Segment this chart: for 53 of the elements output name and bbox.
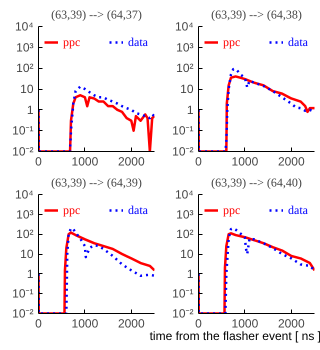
y-tick-label: 10³ xyxy=(16,207,34,222)
y-tick-label: 10² xyxy=(176,61,194,76)
y-tick-label: 10⁻¹ xyxy=(172,286,194,301)
y-tick-label: 1 xyxy=(26,266,34,281)
y-tick-label: 10⁻² xyxy=(12,144,34,158)
y-tick-label: 10² xyxy=(16,61,34,76)
x-tick-label: 0 xyxy=(195,316,202,330)
y-tick-label: 10² xyxy=(16,227,34,242)
y-tick-label: 10⁴ xyxy=(14,188,34,202)
y-tick-label: 10⁻¹ xyxy=(172,124,194,138)
y-tick-label: 10³ xyxy=(176,40,194,54)
x-tick-label: 0 xyxy=(195,154,202,168)
legend-label: data xyxy=(288,202,308,218)
y-tick-label: 10⁴ xyxy=(174,20,194,34)
legend-label: ppc xyxy=(63,202,82,218)
text: ppc xyxy=(223,34,242,50)
x-tick-label: 0 xyxy=(35,154,42,168)
y-tick-label: 10⁻² xyxy=(172,144,194,158)
legend-label: data xyxy=(128,202,148,218)
x-tick-label: 2000 xyxy=(278,316,305,330)
x-tick-label: 1000 xyxy=(232,154,259,168)
y-tick-label: 1 xyxy=(26,102,34,117)
series-label: ppc xyxy=(223,202,242,218)
y-tick-label: 10⁻¹ xyxy=(12,124,34,138)
chart-title: (63,39) --> (64,39) xyxy=(51,176,142,190)
y-tick-label: 10⁴ xyxy=(14,20,34,34)
y-tick-label: 10³ xyxy=(16,40,34,54)
y-tick-label: 10 xyxy=(20,82,34,96)
x-tick-label: 1000 xyxy=(72,154,99,168)
y-tick-label: 10³ xyxy=(176,207,194,222)
legend-label: data xyxy=(128,34,148,50)
x-tick-label: 2000 xyxy=(278,154,305,168)
chart-title: (63,39) --> (64,38) xyxy=(211,8,302,22)
y-tick-label: 1 xyxy=(186,266,194,281)
y-tick-label: 10 xyxy=(180,247,194,261)
legend-label: data xyxy=(288,34,308,50)
y-tick-label: 10⁻² xyxy=(172,306,194,320)
y-tick-label: 10 xyxy=(20,247,34,261)
y-tick-label: 10² xyxy=(176,227,194,242)
y-tick-label: 10⁻² xyxy=(12,306,34,320)
x-tick-label: 1000 xyxy=(72,316,99,330)
legend-label: ppc xyxy=(63,34,82,50)
x-tick-label: 2000 xyxy=(118,316,145,330)
y-tick-label: 10⁻¹ xyxy=(12,286,34,301)
x-axis-title: time from the flasher event [ ns ] xyxy=(150,328,320,345)
y-tick-label: 10 xyxy=(180,82,194,96)
x-tick-label: 0 xyxy=(35,316,42,330)
chart-title: (63,39) --> (64,37) xyxy=(51,8,142,22)
x-tick-label: 2000 xyxy=(118,154,145,168)
y-tick-label: 10⁴ xyxy=(174,188,194,202)
y-tick-label: 1 xyxy=(186,102,194,117)
x-tick-label: 1000 xyxy=(232,316,259,330)
chart-title: (63,39) --> (64,40) xyxy=(211,176,302,190)
